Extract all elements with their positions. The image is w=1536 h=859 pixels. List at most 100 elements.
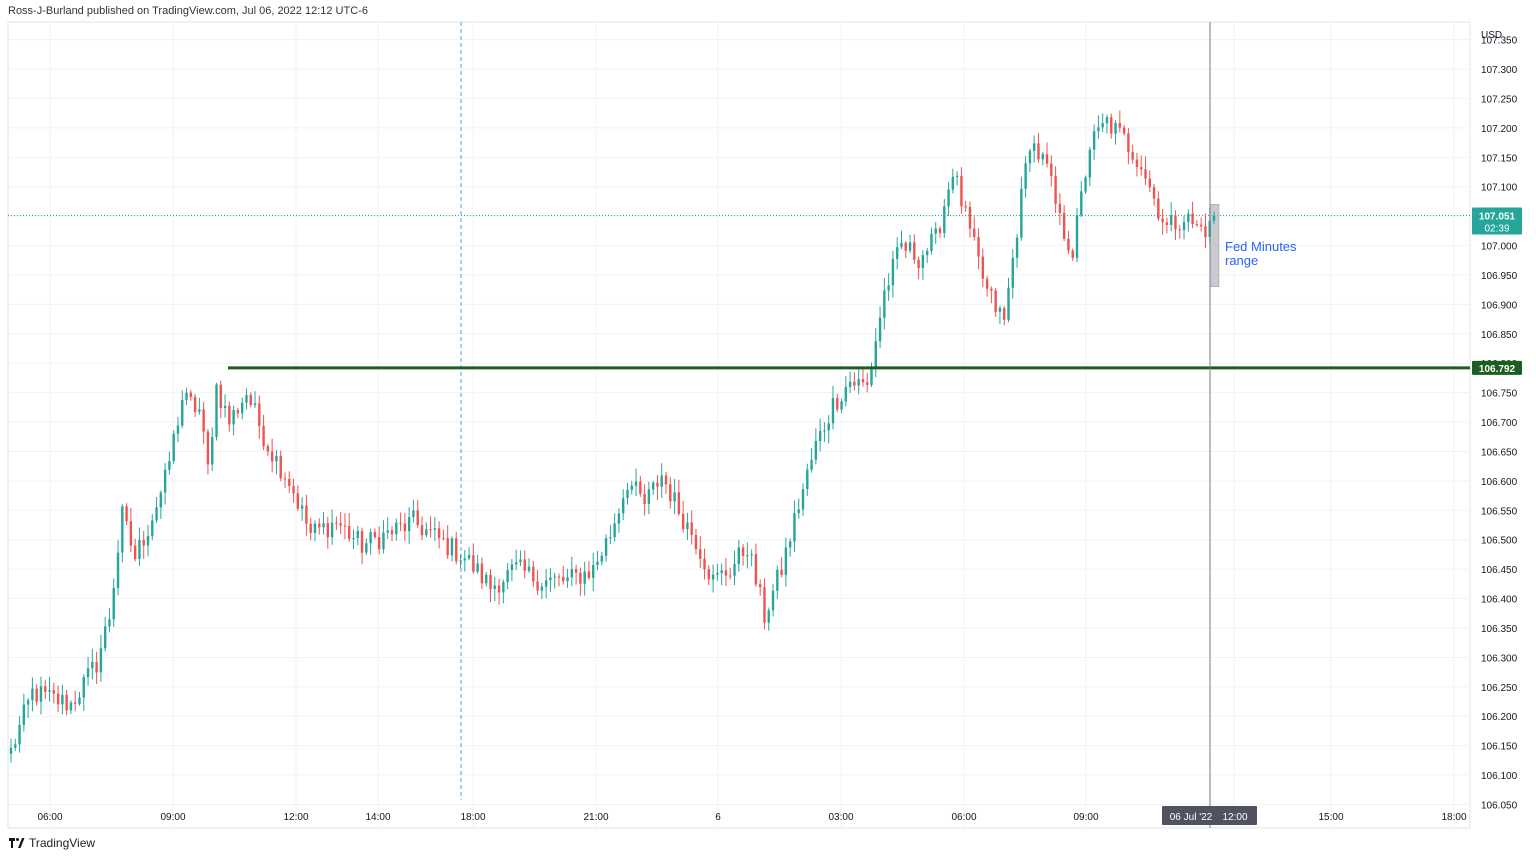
candle bbox=[647, 481, 651, 515]
candle bbox=[921, 250, 925, 280]
candle-body bbox=[296, 493, 300, 509]
candle-body bbox=[270, 451, 274, 462]
candle bbox=[412, 499, 415, 523]
candle bbox=[1011, 249, 1014, 299]
candle-body bbox=[219, 384, 222, 409]
candle-body bbox=[262, 426, 265, 447]
candle-body bbox=[112, 588, 115, 620]
candle-body bbox=[352, 538, 355, 540]
candle bbox=[848, 371, 852, 393]
candle-body bbox=[887, 285, 890, 291]
candle bbox=[198, 397, 201, 415]
candle bbox=[900, 230, 903, 250]
candle bbox=[1118, 110, 1122, 133]
candle bbox=[583, 561, 586, 596]
candle bbox=[348, 512, 351, 542]
candle bbox=[793, 500, 796, 553]
candle-body bbox=[497, 585, 501, 593]
candle-body bbox=[14, 744, 17, 748]
candle bbox=[767, 607, 770, 631]
candle bbox=[211, 427, 214, 472]
candle bbox=[570, 556, 574, 587]
candle-body bbox=[202, 409, 205, 432]
candle bbox=[1204, 213, 1207, 249]
candle-body bbox=[142, 540, 145, 546]
candle bbox=[908, 234, 912, 254]
candle bbox=[95, 651, 98, 684]
candle-body bbox=[463, 558, 467, 561]
candle bbox=[1092, 124, 1096, 161]
candle-body bbox=[44, 686, 47, 692]
candle bbox=[1195, 220, 1199, 227]
candle bbox=[228, 401, 231, 432]
candle-body bbox=[386, 530, 389, 533]
candle-body bbox=[519, 559, 522, 563]
candle-body bbox=[617, 513, 621, 524]
candle-body bbox=[322, 523, 325, 528]
candle-body bbox=[857, 379, 860, 386]
candle bbox=[1182, 215, 1186, 240]
candle-body bbox=[934, 228, 937, 234]
candle-body bbox=[630, 485, 633, 490]
candle-body bbox=[579, 572, 582, 584]
candle bbox=[442, 529, 445, 541]
candle-body bbox=[223, 405, 227, 409]
candle bbox=[955, 171, 959, 186]
candle bbox=[1157, 191, 1160, 221]
candle bbox=[121, 504, 124, 563]
candle bbox=[523, 550, 526, 579]
candle-body bbox=[930, 233, 933, 251]
candle bbox=[258, 395, 261, 439]
candle-body bbox=[133, 545, 137, 560]
candle-body bbox=[810, 459, 813, 470]
candle-body bbox=[656, 482, 659, 487]
candle bbox=[270, 438, 274, 473]
y-tick-label: 106.150 bbox=[1481, 742, 1518, 753]
candle-body bbox=[609, 537, 612, 539]
candle-body bbox=[412, 510, 415, 518]
candle bbox=[78, 691, 81, 706]
candle bbox=[86, 657, 90, 686]
candle bbox=[1161, 208, 1164, 235]
candle-body bbox=[330, 522, 334, 538]
candle-body bbox=[587, 571, 591, 578]
candle bbox=[506, 563, 509, 590]
plot-area-border bbox=[7, 21, 1471, 829]
candle bbox=[455, 532, 458, 565]
candle bbox=[9, 738, 13, 763]
candle-body bbox=[31, 688, 34, 701]
candle-body bbox=[138, 540, 141, 560]
candle-body bbox=[844, 386, 848, 402]
tradingview-brand[interactable]: TradingView bbox=[9, 836, 95, 850]
price-axis[interactable]: 107.350 107.300 107.250 107.200 107.150 107.1… bbox=[1472, 30, 1522, 811]
candle bbox=[960, 167, 963, 214]
candle-body bbox=[574, 569, 578, 573]
candle-body bbox=[669, 484, 672, 502]
time-axis[interactable]: 06:00 09:00 12:00 14:00 18:00 21:00 6 03:00 06:0… bbox=[37, 806, 1467, 825]
candle-body bbox=[446, 538, 449, 556]
candle-body bbox=[1007, 287, 1010, 320]
candle bbox=[189, 389, 193, 401]
candle-body bbox=[681, 513, 685, 530]
candle-body bbox=[707, 569, 711, 580]
candle-body bbox=[48, 690, 51, 692]
candle-body bbox=[746, 555, 749, 557]
candle bbox=[253, 391, 257, 408]
candle-body bbox=[866, 382, 869, 385]
candle-body bbox=[95, 662, 98, 673]
candle-body bbox=[442, 538, 445, 540]
currency-label: USD bbox=[1481, 30, 1502, 41]
candle bbox=[724, 557, 728, 586]
candle-body bbox=[1024, 163, 1027, 189]
candle-body bbox=[480, 563, 484, 584]
candle bbox=[399, 512, 402, 531]
brand-label: TradingView bbox=[29, 836, 96, 850]
candle bbox=[330, 509, 334, 545]
candle-body bbox=[437, 528, 441, 539]
candle-body bbox=[1122, 127, 1126, 134]
candle bbox=[133, 538, 137, 562]
candle bbox=[656, 475, 659, 501]
